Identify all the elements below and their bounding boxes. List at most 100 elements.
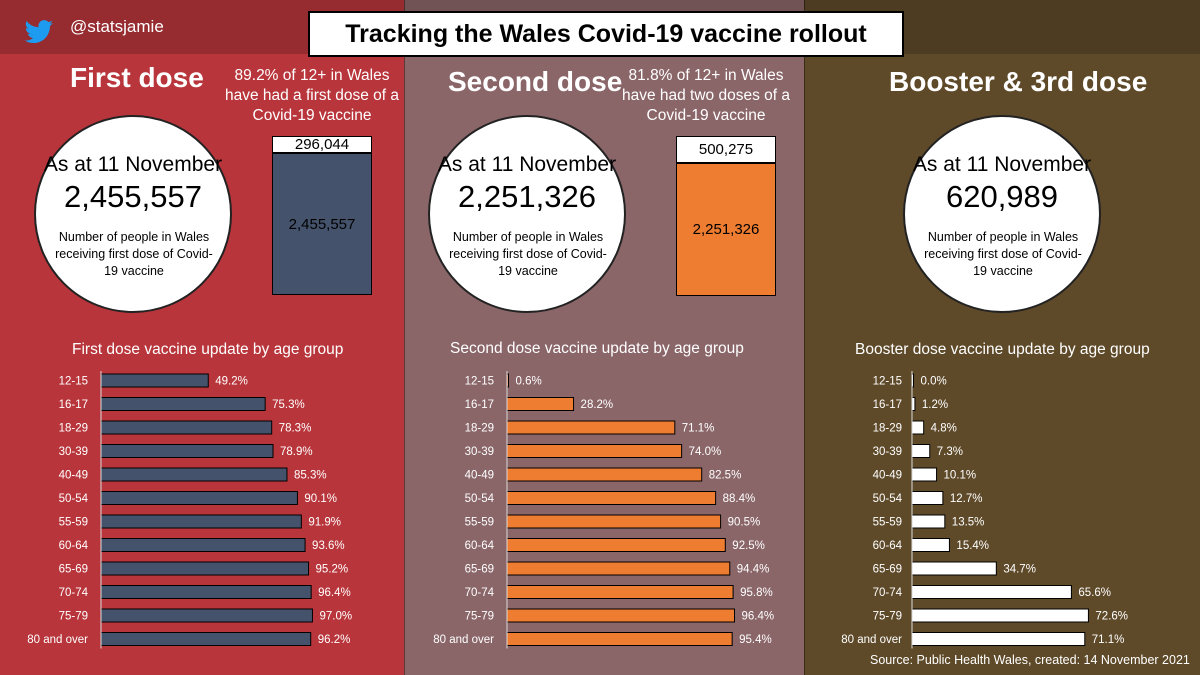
booster-value-label: 0.0% — [921, 376, 947, 388]
second-bar — [506, 538, 726, 552]
booster-panel — [804, 0, 1200, 675]
second-bar — [506, 514, 722, 529]
second-value-label: 95.8% — [740, 587, 773, 599]
booster-bar — [911, 538, 950, 552]
booster-value-label: 12.7% — [950, 493, 983, 505]
first-dose-total: 2,455,557 — [64, 179, 202, 214]
first-category-label: 65-69 — [59, 564, 88, 576]
booster-value-label: 13.5% — [952, 517, 985, 529]
second-dose-description: Number of people in Wales receiving firs… — [449, 230, 607, 278]
booster-circle: As at 11 November 620,989 Number of peop… — [903, 115, 1101, 313]
second-category-label: 55-59 — [465, 517, 494, 529]
second-category-label: 80 and over — [433, 634, 494, 646]
first-value-label: 90.1% — [304, 493, 337, 505]
page-title: Tracking the Wales Covid-19 vaccine roll… — [308, 11, 904, 57]
second-dose-heading: Second dose — [448, 66, 623, 97]
booster-category-label: 65-69 — [873, 564, 902, 576]
first-category-label: 60-64 — [59, 540, 89, 552]
second-category-label: 40-49 — [465, 470, 494, 482]
first-value-label: 78.9% — [280, 446, 313, 458]
booster-total: 620,989 — [945, 179, 1059, 214]
booster-bar — [911, 561, 997, 576]
first-value-label: 85.3% — [294, 470, 327, 482]
first-dose-stacked-bar: 296,044 2,455,557 — [272, 136, 372, 295]
booster-value-label: 4.8% — [931, 423, 957, 435]
second-dose-total: 2,251,326 — [458, 179, 596, 214]
booster-bar — [911, 608, 1089, 623]
twitter-bird-icon — [24, 20, 53, 44]
booster-category-label: 50-54 — [873, 493, 903, 505]
second-value-label: 88.4% — [723, 493, 756, 505]
first-category-label: 16-17 — [59, 399, 88, 411]
booster-value-label: 7.3% — [937, 446, 963, 458]
booster-bar — [911, 467, 938, 482]
booster-bar — [911, 444, 931, 458]
second-value-label: 94.4% — [737, 564, 770, 576]
second-value-label: 74.0% — [689, 446, 722, 458]
booster-category-label: 75-79 — [873, 611, 902, 623]
second-value-label: 90.5% — [728, 517, 761, 529]
source-note: Source: Public Health Wales, created: 14… — [870, 653, 1190, 667]
first-bar — [100, 608, 313, 623]
second-bar — [506, 632, 733, 646]
booster-category-label: 16-17 — [873, 399, 902, 411]
second-bar — [506, 420, 676, 435]
second-bar — [506, 585, 734, 599]
first-dose-heading: First dose — [70, 62, 204, 93]
first-dose-remaining-segment: 296,044 — [272, 136, 372, 153]
booster-bar — [911, 632, 1086, 646]
second-category-label: 16-17 — [465, 399, 494, 411]
first-bar — [100, 491, 298, 505]
second-category-label: 30-39 — [465, 446, 494, 458]
second-dose-circle: As at 11 November 2,251,326 Number of pe… — [428, 115, 626, 313]
second-bar — [506, 491, 717, 505]
first-category-label: 18-29 — [59, 423, 88, 435]
first-category-label: 75-79 — [59, 611, 88, 623]
booster-value-label: 65.6% — [1078, 587, 1111, 599]
first-value-label: 96.2% — [318, 634, 351, 646]
first-bar — [100, 444, 274, 458]
booster-category-label: 18-29 — [873, 423, 902, 435]
first-value-label: 96.4% — [318, 587, 351, 599]
second-category-label: 12-15 — [465, 376, 494, 388]
booster-category-label: 60-64 — [873, 540, 903, 552]
booster-value-label: 15.4% — [956, 540, 989, 552]
second-dose-as-at: As at 11 November — [437, 153, 617, 176]
second-bar — [506, 397, 575, 411]
second-category-label: 60-64 — [465, 540, 495, 552]
first-value-label: 49.2% — [215, 376, 248, 388]
second-bar — [506, 444, 683, 458]
booster-value-label: 1.2% — [922, 399, 948, 411]
second-value-label: 96.4% — [742, 611, 775, 623]
second-value-label: 92.5% — [732, 540, 765, 552]
second-value-label: 82.5% — [709, 470, 742, 482]
twitter-handle[interactable]: @statsjamie — [70, 17, 164, 36]
booster-bar — [911, 491, 944, 505]
second-value-label: 71.1% — [682, 423, 715, 435]
second-dose-stacked-bar: 500,275 2,251,326 — [676, 136, 776, 296]
first-value-label: 91.9% — [308, 517, 341, 529]
booster-category-label: 70-74 — [873, 587, 903, 599]
first-dose-description: Number of people in Wales receiving firs… — [55, 230, 213, 278]
second-bar — [506, 467, 703, 482]
first-value-label: 75.3% — [272, 399, 305, 411]
first-bar — [100, 373, 209, 388]
first-bar — [100, 397, 266, 411]
second-dose-remaining-segment: 500,275 — [676, 136, 776, 163]
booster-value-label: 72.6% — [1095, 611, 1128, 623]
second-category-label: 65-69 — [465, 564, 494, 576]
second-category-label: 18-29 — [465, 423, 494, 435]
booster-chart-title: Booster dose vaccine update by age group — [855, 341, 1150, 358]
booster-bar — [911, 514, 946, 529]
first-dose-circle: As at 11 November 2,455,557 Number of pe… — [34, 115, 232, 313]
booster-age-chart: 12-15 0.0% 16-17 1.2% 18-29 4.8% 30-39 7.3% 40-4… — [841, 371, 1128, 649]
second-dose-done-segment: 2,251,326 — [676, 163, 776, 296]
first-bar — [100, 561, 310, 576]
second-bar — [506, 608, 736, 623]
first-category-label: 80 and over — [27, 634, 88, 646]
second-category-label: 50-54 — [465, 493, 495, 505]
first-dose-chart-title: First dose vaccine update by age group — [72, 341, 344, 358]
first-category-label: 30-39 — [59, 446, 88, 458]
first-category-label: 70-74 — [59, 587, 89, 599]
first-bar — [100, 585, 312, 599]
